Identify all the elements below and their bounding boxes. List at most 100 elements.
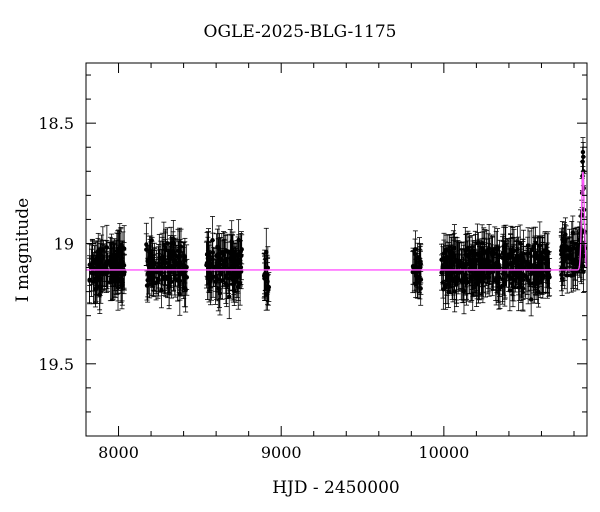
data-point [205, 254, 211, 300]
point-marker [414, 273, 419, 278]
point-marker [151, 270, 156, 276]
point-marker [468, 276, 474, 281]
point-marker [410, 264, 416, 269]
data-point [514, 240, 520, 288]
point-marker [205, 275, 210, 280]
point-marker [216, 246, 222, 251]
point-marker [480, 245, 485, 251]
point-marker [561, 245, 566, 250]
point-marker [470, 262, 476, 267]
data-point [158, 255, 164, 292]
x-tick-label: 10000 [418, 443, 469, 462]
data-point [89, 238, 95, 279]
point-marker [454, 282, 459, 287]
data-point [184, 244, 190, 290]
point-marker [227, 294, 232, 299]
data-point [170, 238, 176, 273]
point-marker [171, 264, 176, 270]
point-marker [476, 279, 481, 284]
data-point [109, 257, 115, 301]
point-marker [159, 271, 164, 277]
x-axis-label: HJD - 2450000 [272, 478, 400, 498]
point-marker [569, 240, 574, 245]
point-marker [515, 247, 520, 252]
point-marker [91, 279, 97, 284]
point-marker [543, 268, 548, 274]
point-marker [166, 264, 171, 269]
data-point [493, 257, 499, 306]
point-marker [218, 272, 223, 277]
point-marker [514, 261, 519, 267]
data-point [167, 238, 173, 280]
point-marker [145, 277, 150, 283]
data-point [87, 257, 93, 304]
point-marker [87, 278, 92, 283]
point-marker [443, 285, 448, 290]
point-marker [538, 266, 543, 272]
point-marker [567, 248, 573, 253]
data-point [528, 249, 534, 283]
model-curve-layer [86, 171, 588, 271]
point-marker [461, 276, 466, 281]
data-point [104, 240, 110, 282]
point-marker [535, 254, 541, 259]
point-marker [90, 256, 95, 262]
data-point [118, 228, 124, 261]
point-marker [479, 274, 485, 279]
chart-title: OGLE-2025-BLG-1175 [203, 22, 397, 42]
data-point [216, 225, 222, 272]
point-marker [518, 276, 524, 282]
point-marker [520, 260, 526, 266]
point-marker [216, 251, 221, 257]
data-point [166, 243, 172, 290]
point-marker [149, 264, 154, 270]
data-point [523, 252, 529, 299]
point-marker [510, 248, 515, 253]
point-marker [480, 263, 486, 268]
point-marker [95, 274, 100, 280]
data-point [480, 250, 486, 281]
data-point [520, 241, 526, 285]
point-marker [492, 246, 497, 252]
point-marker [265, 279, 270, 284]
data-point [229, 220, 235, 263]
point-marker [480, 279, 486, 285]
y-tick-label: 18.5 [38, 114, 74, 133]
data-points [87, 137, 588, 320]
data-point [143, 222, 149, 266]
point-marker [262, 275, 268, 280]
point-marker [211, 264, 216, 270]
data-point [443, 270, 449, 305]
point-marker [206, 250, 211, 255]
point-marker [523, 273, 528, 279]
point-marker [229, 239, 234, 244]
data-point [488, 244, 494, 291]
point-marker [458, 269, 464, 274]
point-marker [440, 263, 446, 268]
point-marker [529, 264, 534, 269]
point-marker [161, 242, 167, 248]
model-curve [86, 171, 588, 271]
point-marker [111, 259, 116, 264]
data-point [470, 240, 476, 289]
point-marker [210, 274, 216, 279]
data-point [441, 232, 447, 274]
x-tick-label: 9000 [261, 443, 302, 462]
point-marker [484, 260, 489, 265]
point-marker [266, 287, 271, 293]
data-point [181, 253, 187, 300]
point-marker [113, 272, 118, 278]
data-point [211, 246, 217, 288]
point-marker [559, 272, 564, 278]
point-marker [89, 265, 94, 271]
point-marker [174, 261, 179, 266]
point-marker [168, 256, 173, 262]
data-point [236, 234, 242, 274]
data-point [484, 238, 490, 287]
point-marker [493, 279, 499, 284]
data-point [525, 256, 531, 305]
data-point [111, 241, 117, 281]
point-marker [540, 254, 546, 260]
data-point [418, 244, 424, 284]
